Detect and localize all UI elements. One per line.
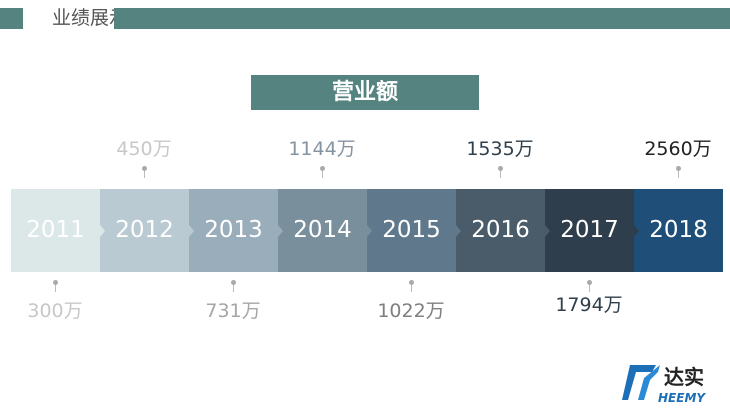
marker-tick bbox=[498, 166, 503, 178]
timeline-year-2013: 2013 bbox=[189, 189, 278, 272]
marker-tick bbox=[53, 280, 58, 292]
value-label-2015: 1022万 bbox=[377, 300, 445, 322]
value-label-2017: 1794万 bbox=[555, 294, 623, 316]
marker-tick bbox=[676, 166, 681, 178]
value-label-2016: 1535万 bbox=[466, 138, 534, 160]
marker-tick bbox=[409, 280, 414, 292]
company-logo: 达实 HEEMY bbox=[622, 365, 706, 405]
timeline-year-2017: 2017 bbox=[545, 189, 634, 272]
header-accent-block bbox=[0, 8, 23, 29]
value-label-2011: 300万 bbox=[27, 300, 83, 322]
timeline-year-2012: 2012 bbox=[100, 189, 189, 272]
timeline-year-2018: 2018 bbox=[634, 189, 723, 272]
chart-title: 营业额 bbox=[251, 75, 479, 110]
header-accent-bar bbox=[114, 8, 730, 29]
marker-tick bbox=[142, 166, 147, 178]
logo-cn: 达实 bbox=[664, 365, 704, 389]
logo-en: HEEMY bbox=[658, 391, 706, 405]
timeline-year-2015: 2015 bbox=[367, 189, 456, 272]
timeline-year-2016: 2016 bbox=[456, 189, 545, 272]
marker-tick bbox=[587, 280, 592, 292]
timeline-year-2014: 2014 bbox=[278, 189, 367, 272]
marker-tick bbox=[320, 166, 325, 178]
timeline-year-2011: 2011 bbox=[11, 189, 100, 272]
section-title: 业绩展示 bbox=[52, 7, 129, 29]
value-label-2014: 1144万 bbox=[288, 138, 356, 160]
value-label-2013: 731万 bbox=[205, 300, 261, 322]
value-label-2018: 2560万 bbox=[644, 138, 712, 160]
marker-tick bbox=[231, 280, 236, 292]
value-label-2012: 450万 bbox=[116, 138, 172, 160]
timeline-bar: 2011 2012 2013 2014 2015 2016 2017 2018 bbox=[11, 189, 723, 272]
